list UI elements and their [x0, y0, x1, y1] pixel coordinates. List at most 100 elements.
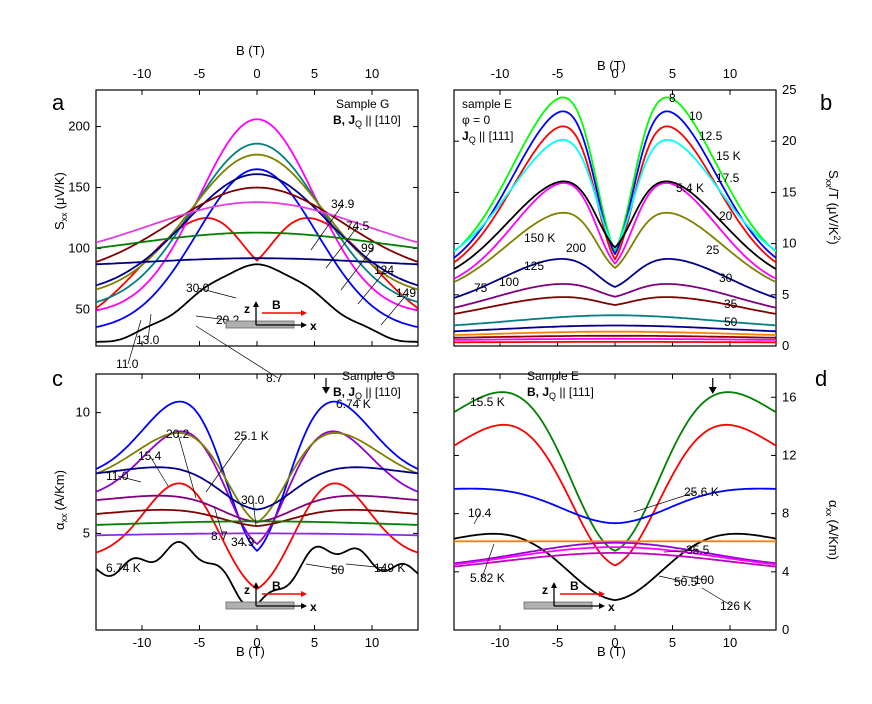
panel-a-legend-line1: Sample G	[336, 97, 389, 111]
series-20.2-line	[96, 142, 418, 303]
series-25.1-K-line	[96, 466, 418, 511]
series-5.82-K-line	[454, 532, 776, 601]
series-34.9-line	[96, 508, 418, 527]
x-tick-label: 0	[253, 635, 260, 650]
series-label: 11.0	[116, 357, 139, 371]
b-arrowhead	[599, 591, 605, 597]
panel-b-label: b	[820, 90, 832, 115]
y-tick-label: 50	[76, 301, 90, 316]
label-leader	[473, 512, 481, 525]
series-label: 6.74 K	[336, 397, 371, 411]
series-label: 25	[706, 243, 720, 257]
label-leader	[340, 247, 374, 291]
series-label: 100	[694, 573, 714, 587]
series-label: 10	[689, 109, 703, 123]
y-tick-label: 5	[83, 525, 90, 540]
x-tick-label: -5	[552, 635, 564, 650]
series-group	[454, 96, 776, 344]
panel-a-legend-line2: B, JQ || [110]	[333, 113, 401, 129]
series-label: 17.5	[716, 171, 740, 185]
series-label: 100	[499, 275, 519, 289]
x-tick-label-top: -5	[552, 66, 564, 81]
panel-d-legend-line2: B, JQ || [111]	[527, 385, 594, 401]
series-13.0-line	[96, 118, 418, 312]
series-label: 8.7	[266, 371, 283, 385]
panel-a-inset: z Bx	[225, 298, 317, 333]
x-arrowhead	[301, 322, 307, 328]
series-group	[96, 118, 418, 343]
inset-x-label: x	[310, 600, 317, 614]
y-tick-label: 200	[68, 119, 90, 134]
series-50.5-line	[454, 541, 776, 565]
panel-a-frame	[95, 89, 419, 347]
series-126-K-line	[454, 552, 776, 568]
panel-c-legend-line1: Sample G	[342, 369, 395, 383]
y-tick-label: 10	[782, 236, 796, 251]
series-label: 25.1 K	[234, 429, 269, 443]
series-label: 35.5	[686, 543, 710, 557]
series-149-line	[96, 257, 418, 266]
panel-a-ylabel: Sxx(μV/K)	[52, 172, 69, 230]
x-tick-label: 10	[723, 635, 737, 650]
series-label: 126 K	[720, 599, 751, 613]
x-tick-label-top: 5	[669, 66, 676, 81]
series-label: 34.9	[231, 535, 255, 549]
b-arrowhead	[301, 591, 307, 597]
panel-b-xlabel: B (T)	[597, 58, 626, 73]
panel-c-label: c	[52, 366, 63, 391]
label-leader	[663, 549, 699, 553]
x-tick-label-top: -10	[133, 66, 152, 81]
x-tick-label: 0	[611, 635, 618, 650]
series-50-line	[96, 520, 418, 526]
series-label: 15 K	[716, 149, 741, 163]
series-label: 125	[524, 259, 544, 273]
inset-z-label: z	[244, 583, 250, 597]
series-label: 11.0	[106, 469, 129, 483]
label-leader	[177, 433, 197, 499]
label-leader	[242, 541, 247, 547]
series-label: 50	[724, 315, 738, 329]
series-74.5-line	[96, 186, 418, 263]
label-leader	[701, 587, 733, 607]
label-leader	[149, 455, 169, 487]
panel-a-xlabel: B (T)	[236, 43, 265, 58]
series-label: 20	[719, 209, 733, 223]
series-label: 34.9	[331, 197, 355, 211]
series-125-line	[454, 334, 776, 339]
series-label: 30.0	[241, 493, 265, 507]
label-leader	[380, 292, 409, 326]
y-tick-label: 15	[782, 184, 796, 199]
label-leader	[127, 319, 142, 365]
series-12.5-line	[454, 138, 776, 252]
label-leader	[325, 225, 359, 269]
y-tick-label: 150	[68, 180, 90, 195]
inset-b-label: B	[570, 579, 579, 593]
inset-b-label: B	[272, 579, 281, 593]
series-75-line	[454, 324, 776, 333]
series-50-line	[454, 314, 776, 327]
series-30.0-line	[96, 153, 418, 291]
panel-d-label: d	[815, 366, 827, 391]
series-100-line	[454, 546, 776, 566]
series-8.7-line	[96, 482, 418, 590]
series-17.5-line	[454, 180, 776, 270]
peak-arrow-head	[322, 387, 330, 394]
x-tick-label-top: -5	[194, 66, 206, 81]
series-35-line	[454, 296, 776, 315]
series-25.6-K-line	[454, 487, 776, 525]
series-label: 124	[374, 263, 394, 277]
panel-c-xlabel: B (T)	[236, 644, 265, 659]
panel-d-xlabel: B (T)	[597, 644, 626, 659]
x-tick-label: -5	[194, 635, 206, 650]
series-34.9-line	[96, 173, 418, 287]
x-tick-label: -10	[133, 635, 152, 650]
series-group	[454, 391, 776, 601]
series-30-line	[454, 283, 776, 309]
inset-x-label: x	[608, 600, 615, 614]
y-tick-label: 4	[782, 564, 789, 579]
series-10.4-line	[454, 423, 776, 567]
label-leader	[310, 203, 344, 251]
label-leader	[195, 315, 229, 321]
